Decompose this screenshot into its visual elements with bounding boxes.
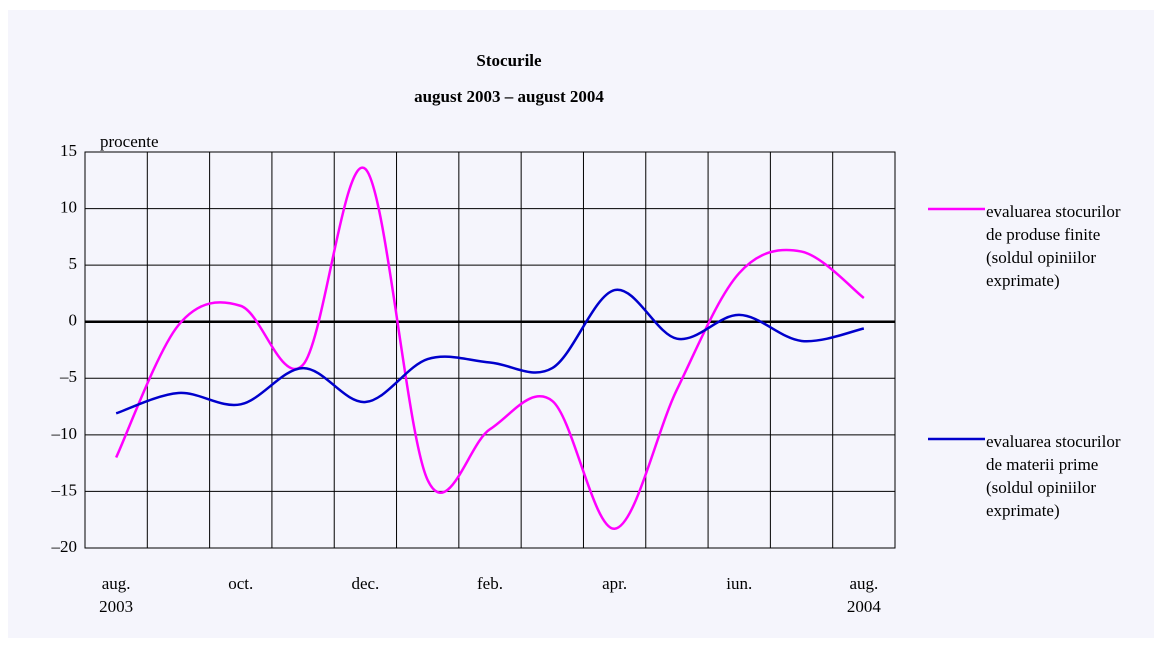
series-line	[115, 288, 865, 415]
chart-title: Stocurile	[476, 51, 542, 70]
y-tick-label: 0	[69, 311, 78, 330]
series-line	[115, 166, 865, 531]
x-tick-label: aug. 2004	[846, 574, 881, 616]
y-tick-label: –15	[51, 480, 78, 499]
x-tick-label: dec.	[351, 574, 380, 593]
y-tick-label: –20	[51, 537, 78, 556]
x-tick-label: apr.	[602, 574, 628, 593]
y-tick-label: –10	[51, 424, 78, 443]
chart-subtitle: august 2003 – august 2004	[414, 87, 604, 106]
y-tick-label: 5	[69, 254, 78, 273]
x-tick-label: aug. 2003	[99, 574, 134, 616]
legend-entry: evaluarea stocurilor de produse finite (…	[986, 202, 1121, 290]
plot-area	[84, 151, 896, 549]
legend-entry: evaluarea stocurilor de materii prime (s…	[986, 432, 1121, 520]
x-tick-label: feb.	[477, 574, 503, 593]
x-tick-label: iun.	[726, 574, 753, 593]
background	[8, 10, 1154, 638]
y-axis-label: procente	[100, 132, 159, 151]
x-tick-label: oct.	[228, 574, 254, 593]
y-tick-label: 10	[60, 197, 77, 216]
y-tick-label: –5	[59, 367, 77, 386]
y-tick-label: 15	[60, 141, 77, 160]
